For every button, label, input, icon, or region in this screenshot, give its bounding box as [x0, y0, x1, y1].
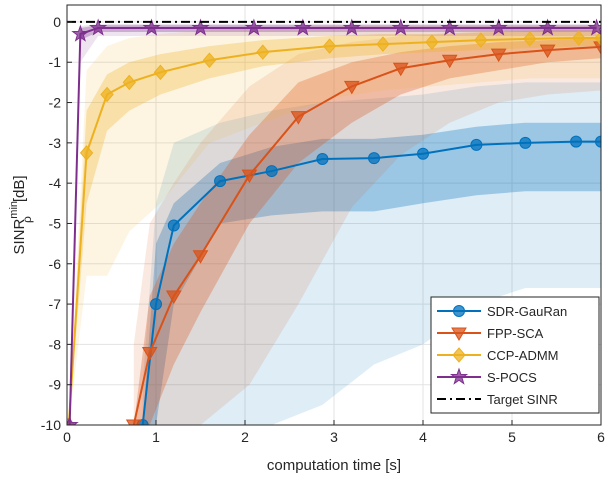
y-tick-label: -2: [49, 95, 62, 111]
marker: [570, 135, 583, 148]
marker: [202, 52, 217, 68]
marker: [489, 18, 508, 36]
marker: [593, 41, 601, 55]
marker: [293, 18, 312, 36]
series-line: [141, 140, 601, 425]
x-tick-label: 4: [419, 429, 427, 445]
marker: [391, 18, 410, 36]
x-tick-label: 3: [330, 429, 338, 445]
marker: [441, 54, 458, 69]
series-line: [132, 45, 601, 425]
marker: [153, 64, 168, 81]
legend-label: SDR-GauRan: [487, 304, 567, 319]
x-tick-label: 2: [241, 429, 249, 445]
y-axis-label: SINRminρ [dB]: [8, 175, 34, 254]
marker: [141, 346, 158, 361]
marker: [595, 135, 601, 148]
marker: [417, 147, 429, 160]
marker: [594, 30, 601, 46]
marker: [165, 290, 182, 305]
y-tick-label: -6: [49, 256, 62, 272]
marker: [125, 419, 142, 425]
axes-box: [66, 4, 602, 426]
y-label-base: SINR: [11, 219, 28, 255]
marker: [290, 111, 307, 125]
legend-label: FPP-SCA: [487, 326, 544, 341]
band: [142, 82, 601, 425]
marker: [474, 32, 488, 48]
marker: [587, 18, 601, 36]
marker: [79, 145, 94, 161]
marker: [342, 18, 361, 36]
y-tick-label: -4: [49, 175, 62, 191]
y-tick-label: -7: [49, 296, 62, 312]
marker: [376, 36, 390, 52]
y-label-unit: [dB]: [11, 175, 28, 202]
axes: 0 1 2 3 4 5 6-10-9-8-7-6-5-4-3-2-10: [41, 4, 605, 445]
marker: [214, 175, 227, 188]
band: [133, 29, 601, 425]
band: [68, 25, 601, 425]
band: [142, 122, 601, 425]
band: [133, 38, 601, 425]
marker: [122, 74, 136, 91]
x-tick-label: 5: [508, 429, 516, 445]
marker: [71, 24, 90, 42]
marker: [470, 138, 483, 151]
marker: [453, 305, 465, 317]
marker: [519, 136, 532, 149]
marker: [256, 44, 270, 60]
marker: [490, 48, 507, 63]
marker: [89, 18, 108, 36]
marker: [451, 327, 467, 341]
marker: [572, 30, 586, 46]
legend: SDR-GauRan FPP-SCA CCP-ADMM S-POCS Target SI…: [430, 296, 600, 414]
marker: [322, 38, 337, 54]
y-tick-label: -8: [49, 336, 62, 352]
marker: [440, 18, 459, 36]
y-label-sub: ρ: [20, 216, 34, 223]
y-tick-label: 0: [53, 14, 61, 30]
marker: [368, 152, 381, 165]
band: [68, 32, 601, 425]
marker: [425, 34, 439, 50]
marker: [539, 44, 556, 59]
marker: [67, 415, 79, 425]
marker: [538, 18, 557, 36]
marker: [523, 31, 537, 47]
plot-area: [67, 18, 601, 425]
x-tick-label: 6: [597, 429, 605, 445]
x-tick-label: 1: [152, 429, 160, 445]
marker: [150, 298, 162, 311]
marker: [452, 347, 466, 363]
marker: [265, 165, 278, 178]
marker: [167, 219, 180, 232]
marker: [244, 18, 263, 36]
y-tick-label: -1: [49, 54, 62, 70]
legend-label: Target SINR: [487, 392, 558, 407]
marker: [343, 80, 360, 95]
marker: [192, 250, 209, 264]
marker: [191, 18, 210, 36]
marker: [449, 367, 469, 385]
marker: [100, 86, 114, 103]
x-axis-label: computation time [s]: [267, 457, 401, 474]
y-tick-label: -10: [41, 417, 61, 433]
marker: [241, 169, 258, 184]
y-label-sup: min: [8, 201, 20, 219]
legend-label: CCP-ADMM: [487, 348, 559, 363]
y-tick-label: -3: [49, 135, 62, 151]
marker: [316, 152, 329, 165]
marker: [142, 18, 161, 36]
y-tick-label: -5: [49, 215, 62, 231]
marker: [392, 62, 409, 77]
legend-label: S-POCS: [487, 370, 537, 385]
y-tick-label: -9: [49, 377, 62, 393]
x-tick-label: 0: [63, 429, 71, 445]
